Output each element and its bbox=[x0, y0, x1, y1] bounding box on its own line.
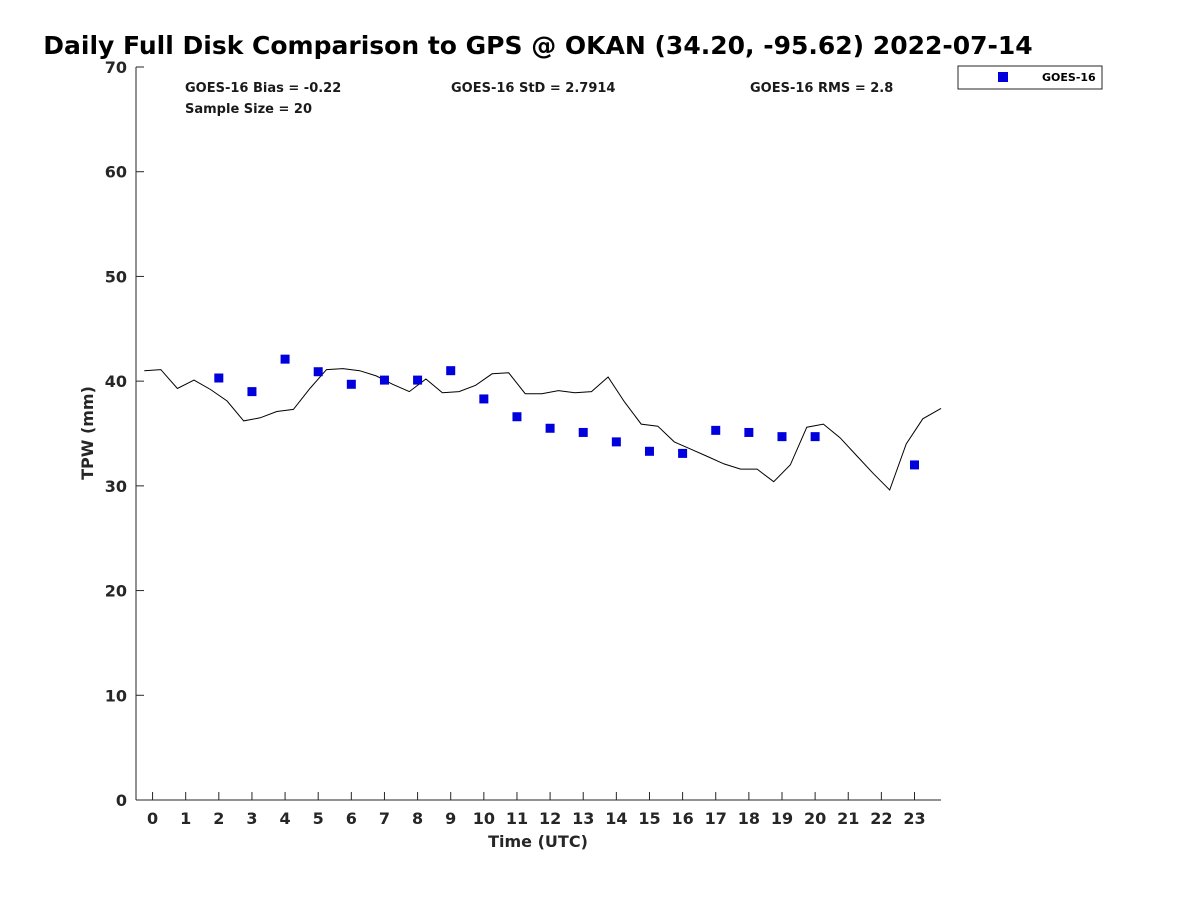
goes-16-point bbox=[280, 354, 290, 364]
x-tick-label: 1 bbox=[180, 809, 191, 828]
goes-16-point bbox=[678, 448, 688, 458]
sample-size-annotation: Sample Size = 20 bbox=[185, 102, 312, 117]
legend-marker bbox=[998, 72, 1008, 82]
plot-area bbox=[135, 67, 941, 801]
goes-16-point bbox=[711, 425, 721, 435]
y-axis-label: TPW (mm) bbox=[78, 386, 97, 480]
y-tick-label: 20 bbox=[105, 582, 127, 601]
goes-16-point bbox=[247, 387, 257, 397]
x-tick-label: 23 bbox=[903, 809, 925, 828]
x-tick-label: 12 bbox=[539, 809, 561, 828]
goes-16-point bbox=[810, 432, 820, 442]
legend-label: GOES-16 bbox=[1042, 71, 1096, 84]
goes-16-point bbox=[446, 366, 456, 376]
y-tick-label: 70 bbox=[105, 58, 127, 77]
y-tick-label: 30 bbox=[105, 477, 127, 496]
goes-16-point bbox=[578, 427, 588, 437]
x-tick-label: 3 bbox=[246, 809, 257, 828]
x-tick-label: 18 bbox=[738, 809, 760, 828]
goes-16-point bbox=[379, 375, 389, 385]
x-tick-label: 21 bbox=[837, 809, 859, 828]
y-tick-label: 0 bbox=[116, 791, 127, 810]
x-tick-label: 7 bbox=[379, 809, 390, 828]
x-tick-label: 10 bbox=[473, 809, 495, 828]
x-tick-label: 14 bbox=[605, 809, 627, 828]
goes-16-point bbox=[644, 446, 654, 456]
goes-16-point bbox=[611, 437, 621, 447]
rms-annotation: GOES-16 RMS = 2.8 bbox=[750, 81, 893, 96]
stats-annotations: GOES-16 Bias = -0.22 GOES-16 StD = 2.791… bbox=[185, 81, 893, 117]
goes-16-point bbox=[479, 394, 489, 404]
goes-16-point bbox=[346, 379, 356, 389]
legend-box bbox=[957, 65, 1103, 90]
x-tick-label: 6 bbox=[346, 809, 357, 828]
x-tick-label: 22 bbox=[870, 809, 892, 828]
x-tick-label: 0 bbox=[147, 809, 158, 828]
x-tick-label: 19 bbox=[771, 809, 793, 828]
goes-16-point bbox=[413, 375, 423, 385]
x-tick-label: 15 bbox=[638, 809, 660, 828]
x-tick-label: 13 bbox=[572, 809, 594, 828]
std-annotation: GOES-16 StD = 2.7914 bbox=[451, 81, 615, 96]
x-tick-label: 8 bbox=[412, 809, 423, 828]
goes-16-point bbox=[744, 427, 754, 437]
legend: GOES-16 bbox=[957, 65, 1103, 90]
goes-16-point bbox=[313, 367, 323, 377]
x-tick-label: 16 bbox=[671, 809, 693, 828]
y-tick-label: 10 bbox=[105, 686, 127, 705]
x-tick-label: 4 bbox=[280, 809, 291, 828]
gps-series-line bbox=[144, 368, 942, 491]
goes-16-series bbox=[214, 354, 919, 470]
x-tick-label: 11 bbox=[506, 809, 528, 828]
x-axis: 0 1 2 3 4 5 6 7 8 9 10 11 12 13 14 15 16 17 18 19 20 21 22 23 bbox=[147, 792, 926, 828]
chart-title: Daily Full Disk Comparison to GPS @ OKAN… bbox=[43, 31, 1032, 60]
y-axis: 0 10 20 30 40 50 60 70 bbox=[105, 58, 144, 810]
x-tick-label: 20 bbox=[804, 809, 826, 828]
goes-16-point bbox=[214, 373, 224, 383]
goes-16-point bbox=[512, 412, 522, 422]
bias-annotation: GOES-16 Bias = -0.22 bbox=[185, 81, 341, 96]
y-tick-label: 40 bbox=[105, 372, 127, 391]
x-tick-label: 5 bbox=[313, 809, 324, 828]
x-tick-label: 9 bbox=[445, 809, 456, 828]
x-tick-label: 17 bbox=[705, 809, 727, 828]
goes-16-point bbox=[909, 460, 919, 470]
x-tick-label: 2 bbox=[213, 809, 224, 828]
x-axis-label: Time (UTC) bbox=[488, 832, 588, 851]
goes-16-point bbox=[777, 432, 787, 442]
goes-16-point bbox=[545, 423, 555, 433]
y-tick-label: 50 bbox=[105, 267, 127, 286]
y-tick-label: 60 bbox=[105, 163, 127, 182]
